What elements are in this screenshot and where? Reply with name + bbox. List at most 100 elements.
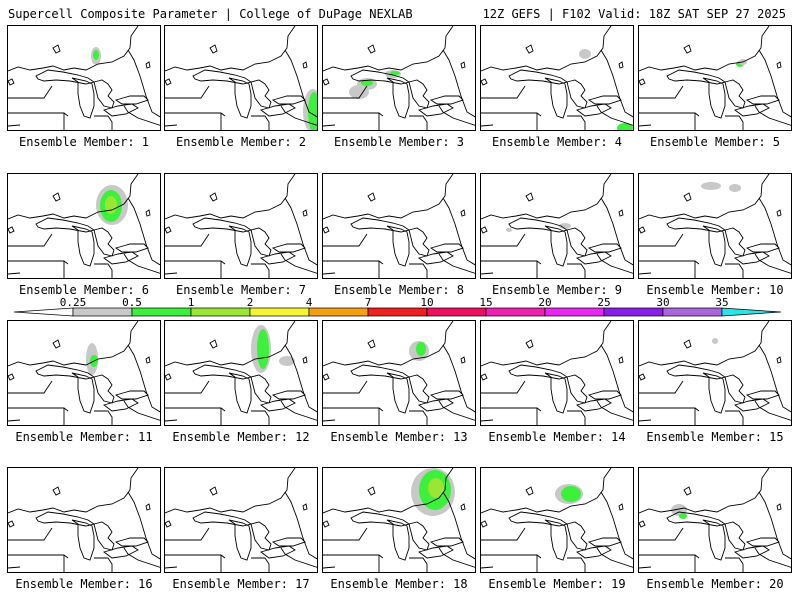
lake-shoreline xyxy=(418,103,454,117)
lake-shoreline xyxy=(228,77,252,119)
state-border-line xyxy=(165,272,178,275)
state-border-line xyxy=(438,253,475,274)
state-border-line xyxy=(639,554,700,559)
member-map-svg xyxy=(639,321,791,425)
ensemble-member-label: Ensemble Member: 2 xyxy=(175,135,307,149)
lake-shoreline xyxy=(260,545,296,559)
state-border-line xyxy=(442,344,475,413)
lake-shoreline xyxy=(103,103,139,117)
colorbar-tick-label: 25 xyxy=(597,296,610,309)
state-border-line xyxy=(94,263,113,278)
lake-shoreline xyxy=(683,44,692,54)
header-valid-time: 12Z GEFS | F102 Valid: 18Z SAT SEP 27 20… xyxy=(482,7,786,21)
lake-shoreline xyxy=(418,251,454,265)
ensemble-member-map xyxy=(7,320,161,426)
lake-shoreline xyxy=(52,192,61,202)
state-border-line xyxy=(123,253,160,274)
lake-shoreline xyxy=(192,364,253,380)
lake-shoreline xyxy=(35,217,96,233)
lake-shoreline xyxy=(93,79,115,109)
lake-shoreline xyxy=(525,339,534,349)
state-border-line xyxy=(725,115,744,130)
lake-shoreline xyxy=(192,69,253,85)
state-border-line xyxy=(284,344,317,413)
lake-shoreline xyxy=(114,95,149,105)
lake-shoreline xyxy=(8,373,15,381)
lake-shoreline xyxy=(228,519,252,561)
lake-shoreline xyxy=(666,364,727,380)
colorbar-segment xyxy=(721,307,782,317)
lake-shoreline xyxy=(576,251,612,265)
scp-contour-fill xyxy=(559,223,571,229)
state-border-line xyxy=(323,112,384,117)
member-map-svg xyxy=(8,321,160,425)
ensemble-member-map xyxy=(7,467,161,573)
lake-shoreline xyxy=(93,227,115,257)
lake-shoreline xyxy=(429,243,464,253)
ensemble-member-label: Ensemble Member: 12 xyxy=(172,430,310,444)
state-border-line xyxy=(8,419,21,422)
lake-shoreline xyxy=(367,486,376,496)
state-border-line xyxy=(409,557,428,572)
state-border-line xyxy=(754,400,791,421)
state-border-line xyxy=(323,554,384,559)
ensemble-member-label: Ensemble Member: 10 xyxy=(646,283,784,297)
state-border-line xyxy=(481,527,526,541)
colorbar-tick-label: 2 xyxy=(247,296,254,309)
lake-shoreline xyxy=(52,44,61,54)
lake-shoreline xyxy=(745,390,780,400)
state-border-line xyxy=(639,260,700,265)
state-border-line xyxy=(758,491,791,560)
state-border-line xyxy=(8,233,53,247)
ensemble-member-label: Ensemble Member: 15 xyxy=(646,430,784,444)
lake-shoreline xyxy=(460,209,466,217)
ensemble-member-map xyxy=(322,25,476,131)
state-border-line xyxy=(481,554,542,559)
state-border-line xyxy=(127,49,160,118)
state-border-line xyxy=(94,557,113,572)
state-border-line xyxy=(8,321,139,367)
ensemble-member-map xyxy=(638,467,792,573)
member-map-svg xyxy=(8,26,160,130)
lake-shoreline xyxy=(639,78,646,86)
ensemble-member-map xyxy=(164,25,318,131)
state-border-line xyxy=(323,85,368,99)
state-border-line xyxy=(567,115,586,130)
state-border-line xyxy=(8,407,69,412)
state-border-line xyxy=(8,272,21,275)
lake-shoreline xyxy=(367,192,376,202)
ensemble-member-label: Ensemble Member: 9 xyxy=(491,283,623,297)
ensemble-member-map xyxy=(322,173,476,279)
state-border-line xyxy=(94,410,113,425)
state-border-line xyxy=(758,197,791,266)
state-border-line xyxy=(8,124,21,127)
colorbar-tick-label: 15 xyxy=(479,296,492,309)
colorbar-segment xyxy=(603,307,664,317)
lake-shoreline xyxy=(587,243,622,253)
lake-shoreline xyxy=(228,372,252,414)
lake-shoreline xyxy=(544,225,568,267)
state-border-line xyxy=(284,49,317,118)
member-map-svg xyxy=(323,174,475,278)
lake-shoreline xyxy=(429,390,464,400)
state-border-line xyxy=(639,419,652,422)
lake-shoreline xyxy=(302,356,308,364)
lake-shoreline xyxy=(481,78,488,86)
state-border-line xyxy=(127,344,160,413)
state-border-line xyxy=(754,105,791,126)
scp-contour-fill xyxy=(361,80,373,86)
lake-shoreline xyxy=(260,103,296,117)
ensemble-member-map xyxy=(322,467,476,573)
state-border-line xyxy=(754,547,791,568)
scp-contour-fill xyxy=(279,356,295,366)
member-map-svg xyxy=(323,321,475,425)
lake-shoreline xyxy=(724,374,746,404)
state-border-line xyxy=(438,400,475,421)
lake-shoreline xyxy=(639,226,646,234)
ensemble-member-label: Ensemble Member: 11 xyxy=(15,430,153,444)
colorbar-segment xyxy=(662,307,723,317)
state-border-line xyxy=(123,105,160,126)
state-border-line xyxy=(165,233,210,247)
state-border-line xyxy=(481,233,526,247)
state-border-line xyxy=(251,557,270,572)
